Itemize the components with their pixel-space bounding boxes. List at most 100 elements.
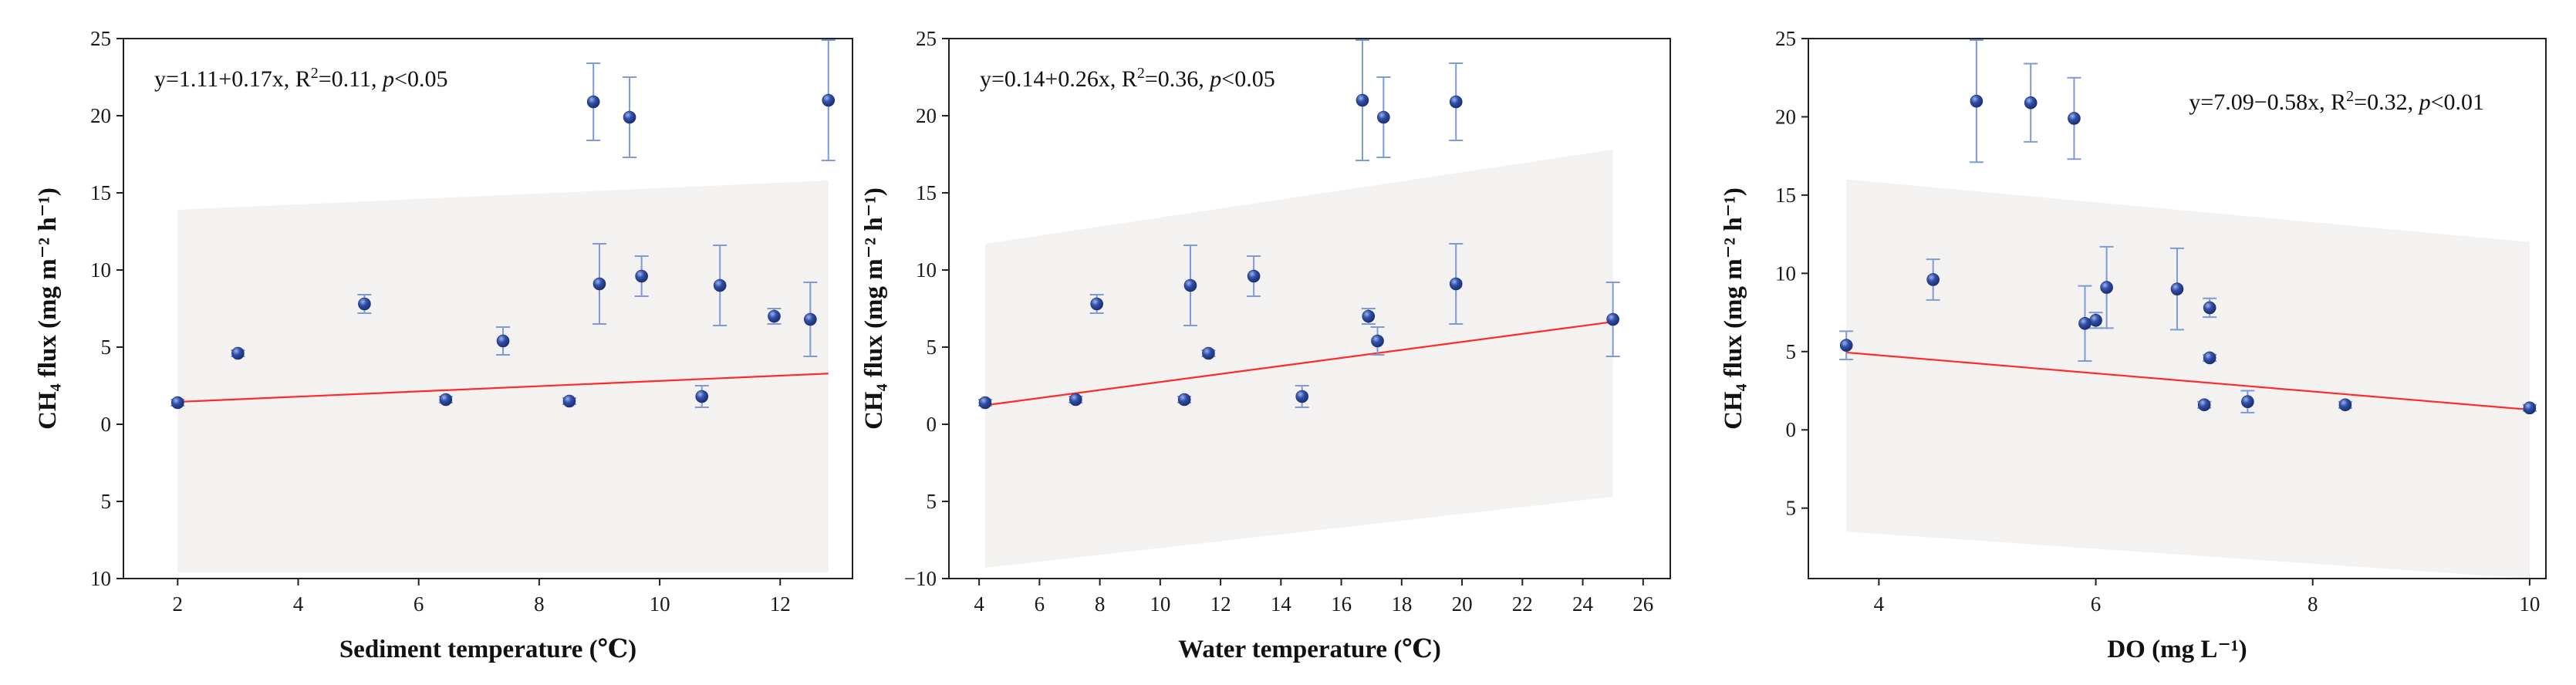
confidence-band — [1846, 179, 2530, 579]
x-tick-label: 10 — [2519, 592, 2540, 616]
regression-line — [984, 321, 1613, 407]
data-point — [1247, 269, 1261, 283]
x-axis-title: DO (mg L⁻¹) — [2107, 636, 2247, 663]
equation-rhs: <0.01 — [2431, 89, 2484, 115]
y-tick-label: 15 — [1775, 184, 1796, 207]
data-point — [695, 390, 709, 403]
data-point — [768, 309, 781, 323]
x-tick-label: 10 — [1150, 592, 1170, 616]
data-point — [2068, 112, 2081, 125]
y-tick-label: 10 — [90, 567, 111, 590]
chart-panel-water-temperature: 4 6 8 10 12 14 16 18 20 22 24 26 −10 5 0 5 10 15 20 25 Water… — [860, 27, 1671, 663]
data-point — [1371, 334, 1384, 348]
equation-p: p — [1208, 66, 1221, 92]
equation-p: p — [381, 66, 394, 92]
y-tick-label: 20 — [90, 104, 111, 127]
y-tick-label: 5 — [927, 336, 937, 359]
x-tick-label: 8 — [2308, 592, 2318, 616]
data-point — [593, 277, 606, 291]
y-tick-label: 15 — [90, 181, 111, 204]
data-point — [1839, 339, 1853, 352]
y-tick-label: 20 — [916, 104, 937, 127]
data-point — [2197, 398, 2211, 412]
x-tick-label: 6 — [414, 592, 424, 616]
data-point — [2024, 96, 2038, 110]
data-point — [496, 334, 510, 348]
x-tick-label: 8 — [1095, 592, 1106, 616]
data-point — [2089, 313, 2102, 327]
data-point — [2241, 395, 2254, 409]
y-tick-label: 25 — [916, 27, 937, 50]
data-point — [822, 93, 836, 107]
y-tick-label: 15 — [916, 181, 937, 204]
y-tick-label: 5 — [101, 336, 112, 359]
plot-frame — [948, 38, 1671, 579]
x-tick-label: 12 — [770, 592, 791, 616]
data-point — [1183, 278, 1197, 292]
x-tick-label: 10 — [650, 592, 670, 616]
equation-sup: 2 — [311, 65, 319, 82]
y-tick-label: 5 — [1786, 340, 1797, 363]
x-tick-label: 18 — [1391, 592, 1412, 616]
x-tick-label: 22 — [1512, 592, 1533, 616]
x-tick-label: 8 — [534, 592, 545, 616]
y-tick-label: 10 — [916, 258, 937, 282]
equation-sup: 2 — [1137, 65, 1145, 82]
equation-mid: =0.32, — [2354, 89, 2419, 115]
plot-frame — [123, 38, 853, 579]
x-tick-label: 6 — [1035, 592, 1045, 616]
equation-lhs: y=1.11+0.17x, R — [154, 66, 311, 92]
data-point — [1069, 393, 1082, 407]
equation-lhs: y=7.09−0.58x, R — [2189, 89, 2346, 115]
x-tick-label: 12 — [1210, 592, 1231, 616]
regression-equation: y=7.09−0.58x, R2=0.32, p<0.01 — [2189, 88, 2484, 115]
y-tick-label: 5 — [927, 490, 937, 513]
equation-sup: 2 — [2346, 88, 2354, 105]
y-axis-title: CH₄ flux (mg m⁻² h⁻¹) — [1720, 187, 1747, 430]
regression-line — [177, 373, 829, 403]
x-axis-title: Water temperature (℃) — [1178, 636, 1441, 663]
chart-panel-sediment-temperature: 2 4 6 8 10 12 10 5 0 5 10 15 20 25 Sediment temperatur… — [34, 27, 853, 663]
data-point — [1926, 273, 1940, 286]
y-axis-title: CH₄ flux (mg m⁻² h⁻¹) — [34, 187, 62, 430]
y-tick-label: 25 — [90, 27, 111, 50]
data-point — [2338, 398, 2352, 412]
data-point — [623, 110, 636, 124]
data-point — [2203, 351, 2216, 365]
data-point — [804, 312, 817, 326]
data-point — [586, 95, 600, 109]
data-point — [231, 346, 245, 360]
data-point — [2170, 282, 2184, 295]
confidence-band — [177, 181, 829, 572]
data-point — [1970, 94, 1983, 108]
data-point — [978, 396, 992, 410]
data-point — [1449, 95, 1463, 109]
equation-rhs: <0.05 — [394, 66, 447, 92]
y-tick-label: 0 — [101, 413, 112, 436]
data-point — [439, 393, 453, 407]
y-tick-label: −10 — [904, 567, 937, 590]
y-tick-label: 25 — [1775, 27, 1796, 50]
equation-mid: =0.36, — [1145, 66, 1210, 92]
y-tick-label: 0 — [927, 413, 937, 436]
y-tick-label: 10 — [90, 258, 111, 282]
data-point — [1295, 390, 1309, 403]
x-tick-label: 4 — [293, 592, 304, 616]
regression-line — [1846, 351, 2530, 411]
data-point — [2078, 316, 2092, 330]
x-tick-label: 24 — [1572, 592, 1594, 616]
data-point — [635, 269, 648, 283]
regression-equation: y=0.14+0.26x, R2=0.36, p<0.05 — [980, 65, 1275, 92]
data-point — [1606, 312, 1619, 326]
x-axis-title: Sediment temperature (℃) — [339, 636, 636, 663]
data-point — [1362, 309, 1376, 323]
data-point — [2203, 301, 2216, 315]
equation-mid: =0.11, — [319, 66, 383, 92]
x-tick-label: 2 — [173, 592, 184, 616]
x-tick-label: 20 — [1452, 592, 1473, 616]
data-point — [2523, 401, 2537, 415]
x-tick-label: 26 — [1632, 592, 1653, 616]
y-tick-label: 20 — [1775, 105, 1796, 128]
data-point — [1356, 93, 1369, 107]
